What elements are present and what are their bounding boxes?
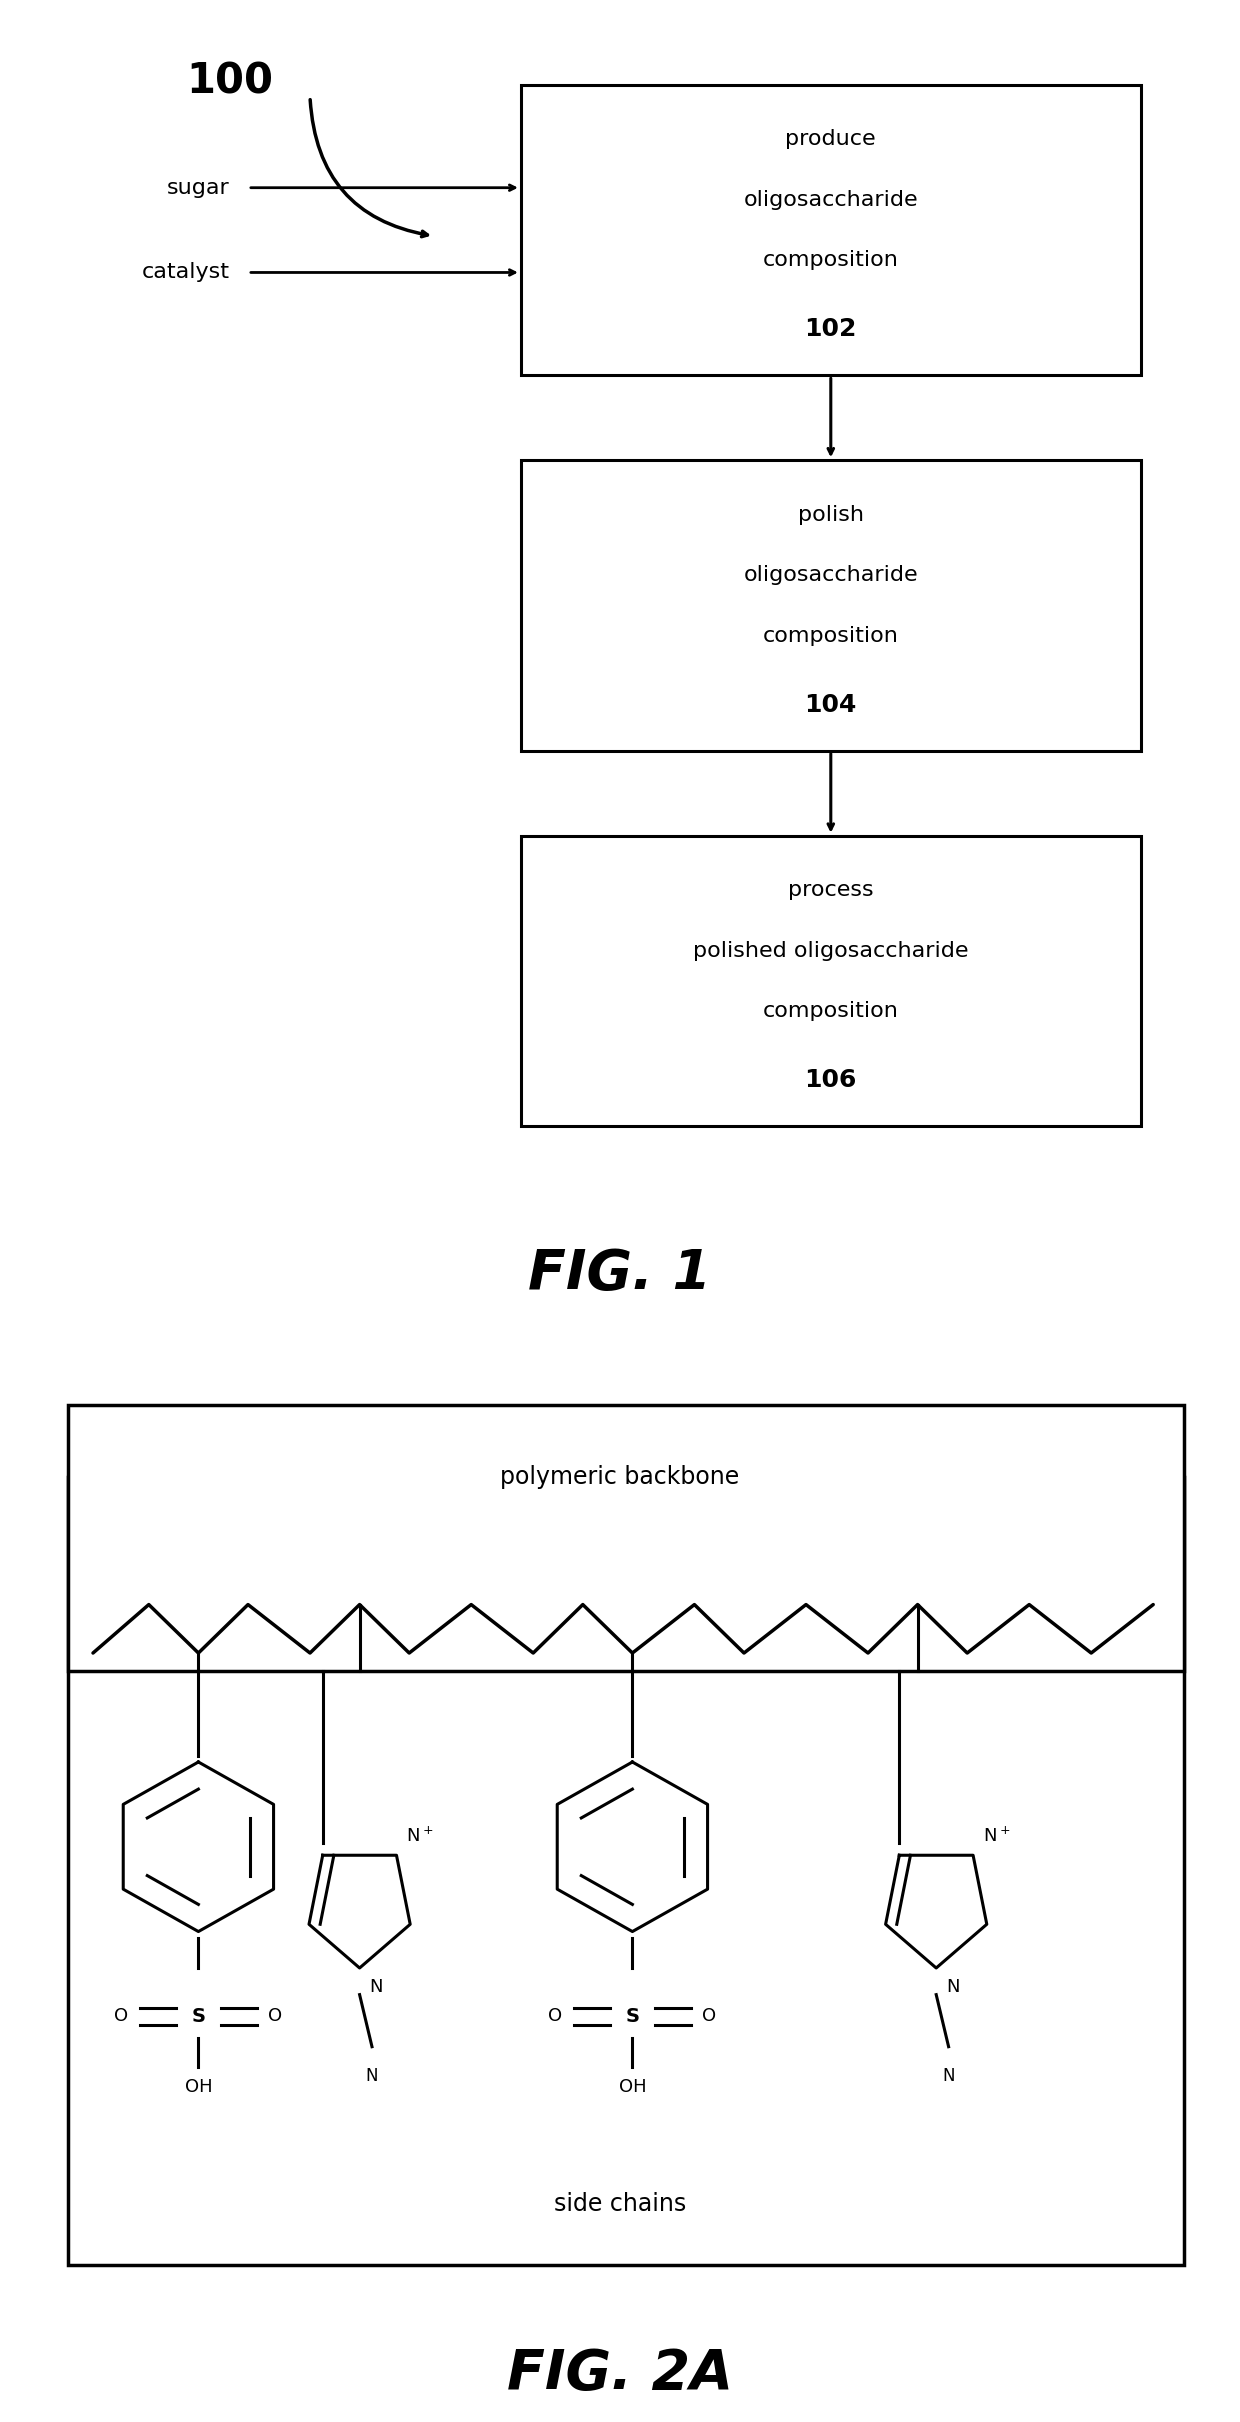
Text: OH: OH [185,2078,212,2095]
Text: composition: composition [763,1000,899,1022]
Text: N: N [366,2068,378,2085]
Text: process: process [787,879,874,901]
Bar [68,1477,1184,2265]
Text: produce: produce [785,128,877,150]
Text: N: N [942,2068,955,2085]
Text: N$^+$: N$^+$ [983,1826,1011,1846]
Text: side chains: side chains [554,2192,686,2216]
Text: FIG. 2A: FIG. 2A [507,2347,733,2400]
Text: composition: composition [763,625,899,647]
Text: O: O [268,2008,283,2025]
Text: N: N [370,1979,383,1996]
Text: sugar: sugar [166,177,229,199]
Text: O: O [548,2008,563,2025]
Text: N$^+$: N$^+$ [407,1826,434,1846]
Text: O: O [702,2008,717,2025]
Text: 102: 102 [805,317,857,342]
Bar [521,85,1141,375]
Text: O: O [114,2008,129,2025]
Text: oligosaccharide: oligosaccharide [744,189,918,211]
Text: polish: polish [797,504,864,526]
Bar [68,1405,1184,1671]
Text: 100: 100 [186,61,273,102]
Text: N: N [946,1979,960,1996]
Text: 106: 106 [805,1068,857,1092]
Text: FIG. 1: FIG. 1 [528,1247,712,1301]
Text: oligosaccharide: oligosaccharide [744,564,918,586]
Bar [521,836,1141,1126]
Text: polymeric backbone: polymeric backbone [501,1465,739,1490]
Text: composition: composition [763,249,899,271]
Bar [521,460,1141,751]
Text: polished oligosaccharide: polished oligosaccharide [693,940,968,962]
Text: catalyst: catalyst [141,262,229,283]
Text: 104: 104 [805,693,857,717]
Text: OH: OH [619,2078,646,2095]
Text: S: S [625,2008,640,2025]
Text: S: S [191,2008,206,2025]
